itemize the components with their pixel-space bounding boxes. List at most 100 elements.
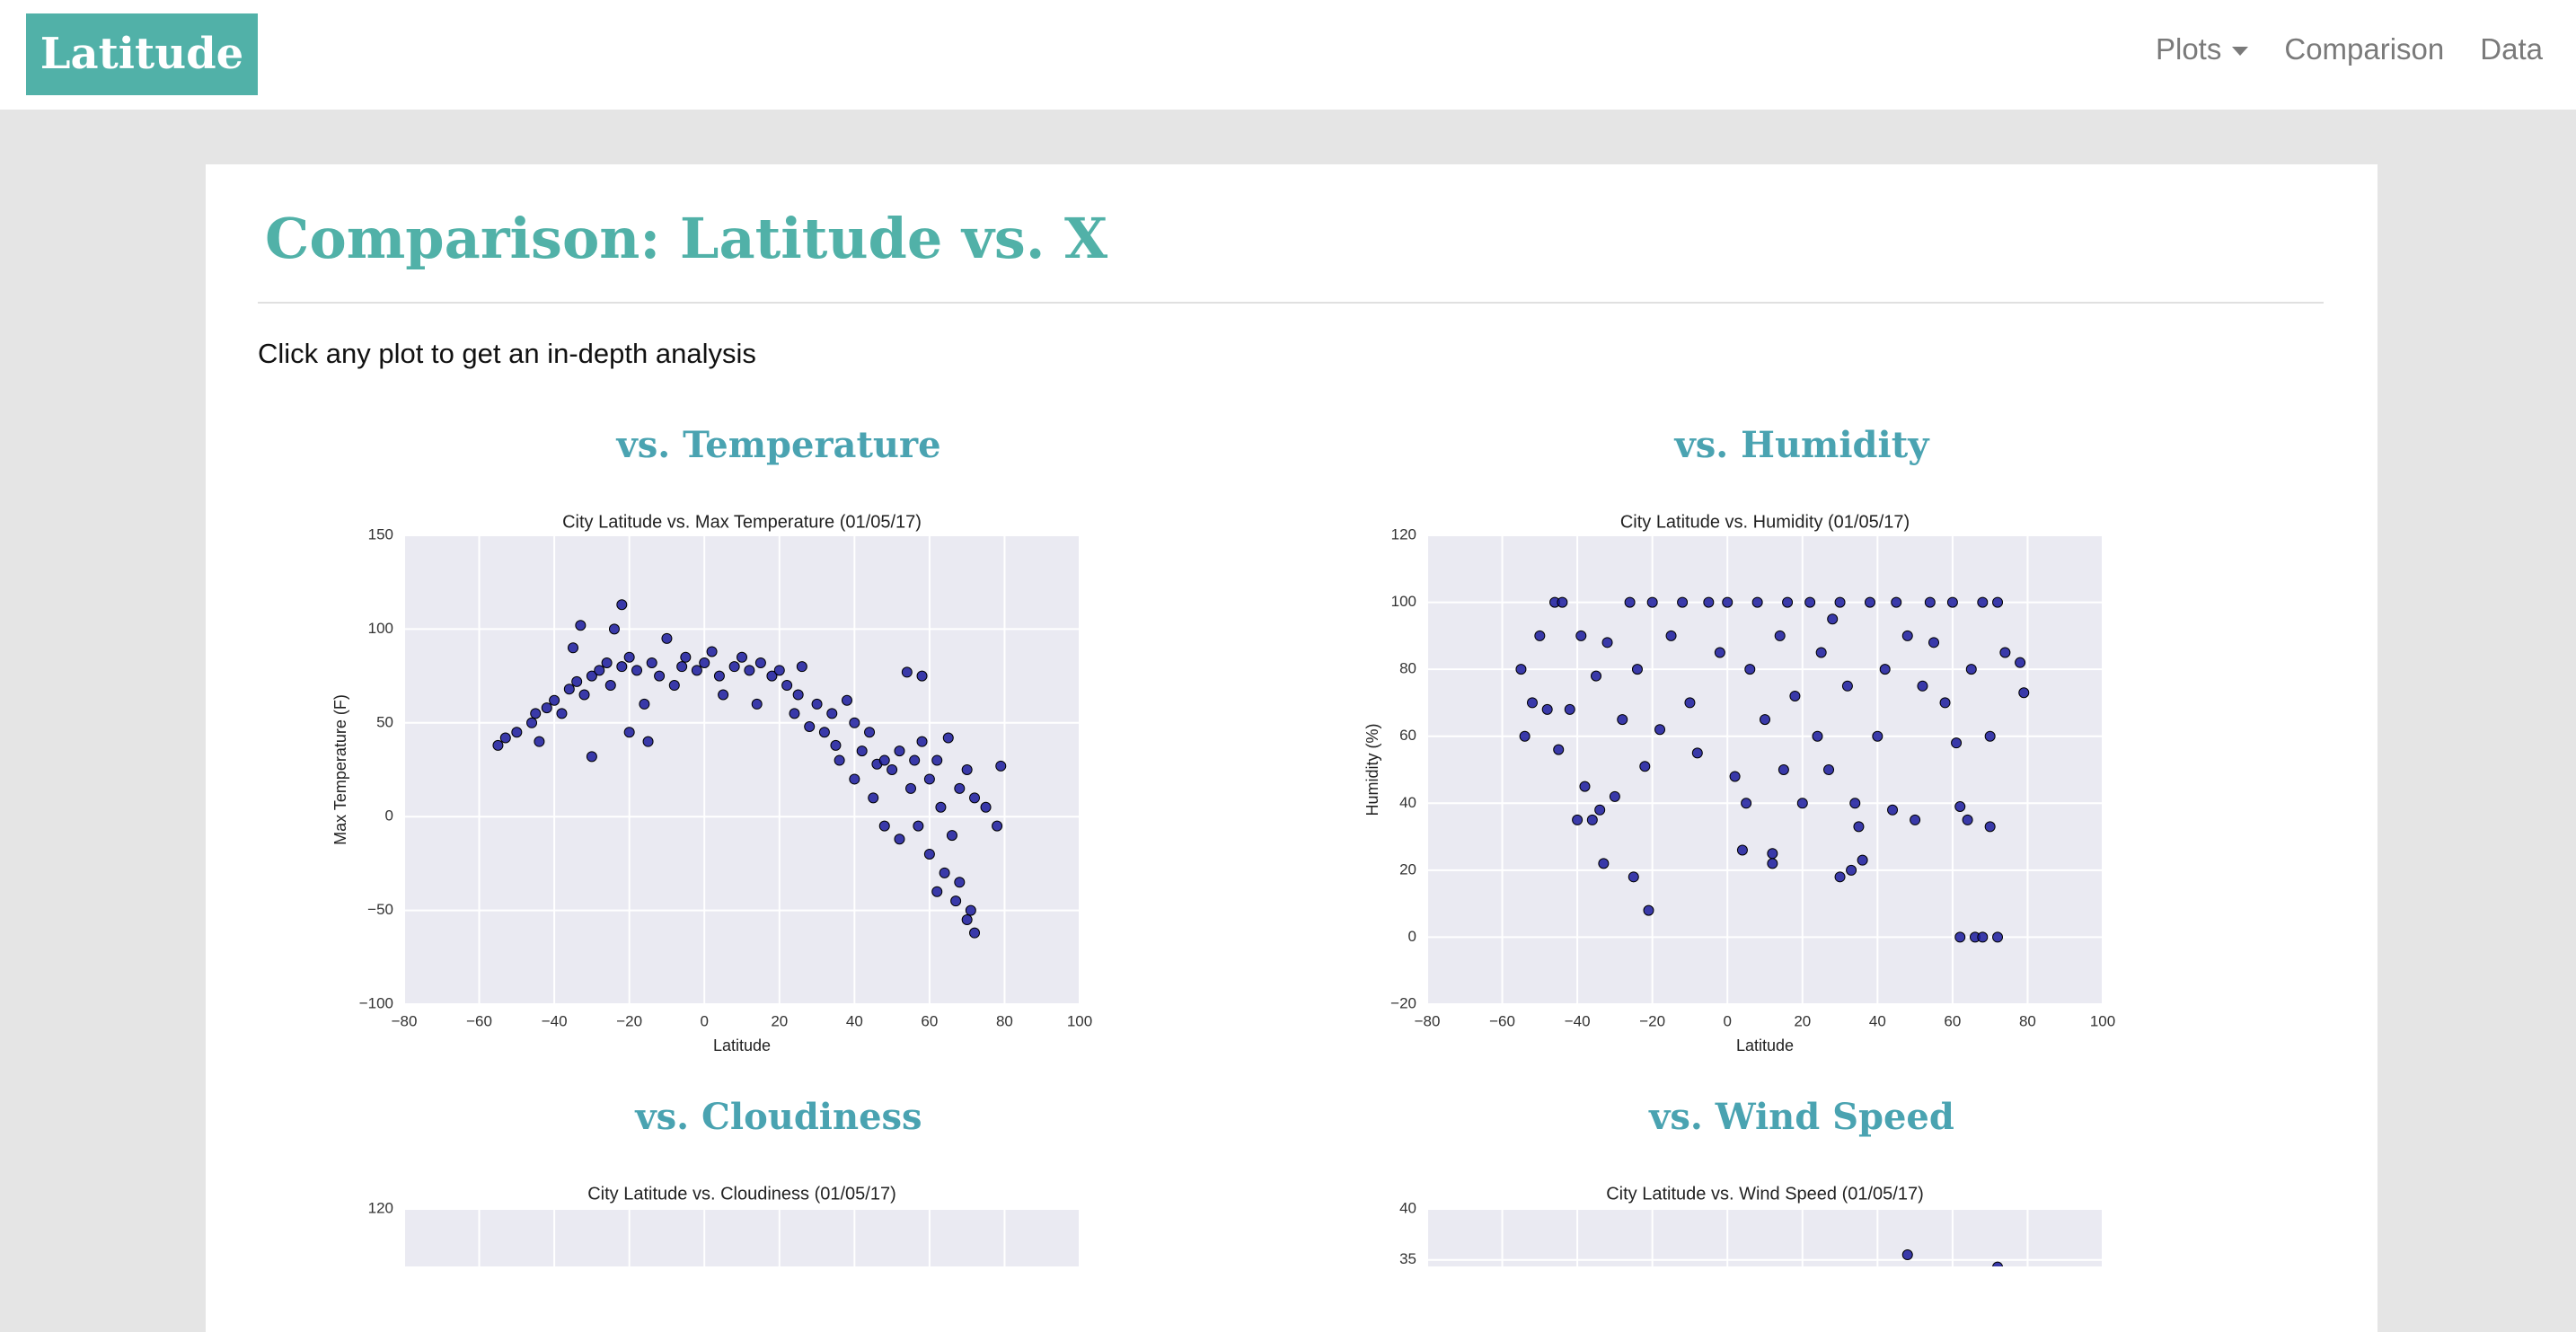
nav-link[interactable]: Comparison	[2284, 32, 2445, 66]
data-point	[646, 657, 657, 668]
x-tick-label: −80	[1415, 1012, 1441, 1029]
data-point	[1977, 931, 1989, 943]
data-point	[541, 702, 552, 714]
data-point	[1887, 804, 1899, 816]
plot[interactable]: City Latitude vs. Cloudiness (01/05/17) 1…	[368, 1184, 1081, 1266]
y-tick-label: −20	[1390, 994, 1416, 1011]
data-point	[1714, 647, 1725, 658]
data-point	[1643, 904, 1654, 916]
data-point	[1646, 596, 1658, 608]
data-point	[639, 698, 650, 710]
data-point	[1553, 744, 1565, 755]
data-point	[492, 739, 504, 751]
data-point	[1572, 814, 1584, 825]
data-point	[737, 651, 747, 663]
y-tick-label: 120	[1391, 525, 1416, 543]
plot[interactable]: City Latitude vs. Wind Speed (01/05/17) 4…	[1399, 1184, 2104, 1266]
data-point	[1992, 1261, 2003, 1266]
data-point	[578, 689, 590, 701]
data-point	[1992, 596, 2004, 608]
data-point	[530, 708, 542, 719]
data-point	[905, 782, 916, 794]
data-point	[718, 689, 729, 701]
data-point	[1767, 858, 1778, 869]
plot[interactable]: City Latitude vs. Max Temperature (01/05…	[331, 512, 1092, 1054]
data-point	[1891, 596, 1902, 608]
subtitle: Click any plot to get an in-depth analys…	[258, 338, 756, 369]
x-tick-label: 100	[1067, 1012, 1092, 1029]
y-tick-label: 80	[1399, 660, 1416, 677]
nav-link[interactable]: Data	[2480, 32, 2543, 66]
data-point	[834, 754, 845, 766]
data-point	[556, 708, 568, 719]
x-tick-label: −20	[616, 1012, 642, 1029]
dropdown-caret[interactable]	[2232, 47, 2249, 57]
plot-area	[1427, 1209, 2103, 1266]
data-point	[534, 736, 545, 747]
data-point	[1654, 724, 1666, 736]
data-point	[1901, 630, 1913, 641]
data-point	[916, 736, 928, 747]
data-point	[1962, 814, 1973, 825]
y-tick-label: 0	[1408, 928, 1416, 945]
data-point	[878, 820, 890, 832]
chart-title: City Latitude vs. Cloudiness (01/05/17)	[587, 1184, 896, 1204]
data-point	[654, 670, 666, 682]
data-point	[878, 754, 890, 766]
x-tick-label: 20	[1794, 1012, 1811, 1029]
data-point	[1767, 848, 1778, 860]
data-point	[1628, 871, 1639, 883]
y-tick-label: 50	[376, 713, 393, 730]
x-axis-label: Latitude	[1736, 1036, 1794, 1054]
data-point	[1591, 670, 1601, 682]
data-point	[1910, 814, 1921, 825]
data-point	[549, 694, 560, 706]
data-point	[1823, 764, 1835, 775]
nav-link[interactable]: Plots	[2155, 32, 2249, 66]
data-point	[923, 773, 935, 785]
data-point	[1564, 703, 1575, 715]
data-point	[2018, 687, 2030, 699]
data-point	[961, 914, 973, 926]
chart-title: City Latitude vs. Wind Speed (01/05/17)	[1606, 1184, 1924, 1204]
x-tick-label: 40	[1869, 1012, 1886, 1029]
data-point	[1954, 801, 1966, 813]
section-heading: vs. Humidity	[1674, 424, 1931, 466]
chart-title: City Latitude vs. Max Temperature (01/05…	[562, 512, 922, 532]
brand[interactable]: Latitude	[26, 13, 258, 95]
data-point	[1827, 613, 1839, 625]
data-point	[604, 680, 616, 692]
section-heading: vs. Temperature	[615, 424, 940, 466]
data-point	[939, 867, 950, 878]
data-point	[699, 657, 710, 668]
x-tick-label: 80	[2019, 1012, 2036, 1029]
data-point	[1639, 761, 1651, 772]
data-point	[511, 727, 523, 738]
data-point	[1939, 697, 1951, 709]
data-point	[868, 792, 879, 804]
data-point	[1741, 798, 1752, 809]
data-point	[661, 632, 673, 644]
plot[interactable]: City Latitude vs. Humidity (01/05/17) −80…	[1363, 512, 2115, 1054]
data-point	[1853, 821, 1865, 833]
nav-link-text[interactable]: Plots	[2155, 32, 2222, 66]
x-tick-label: 0	[1723, 1012, 1731, 1029]
data-point	[1594, 804, 1606, 816]
data-point	[754, 657, 766, 668]
plot-area	[1427, 535, 2103, 1004]
data-point	[1515, 664, 1527, 675]
y-tick-label: 40	[1399, 794, 1416, 811]
data-point	[1846, 864, 1857, 876]
x-tick-label: −40	[1565, 1012, 1591, 1029]
data-point	[1999, 647, 2011, 658]
data-point	[1992, 931, 2004, 943]
data-point	[728, 661, 740, 673]
data-point	[594, 665, 605, 676]
data-point	[1579, 781, 1591, 792]
data-point	[1774, 630, 1786, 641]
y-tick-label: 150	[368, 525, 393, 543]
data-point	[826, 708, 838, 719]
data-point	[1984, 730, 1996, 742]
data-point	[935, 801, 947, 813]
